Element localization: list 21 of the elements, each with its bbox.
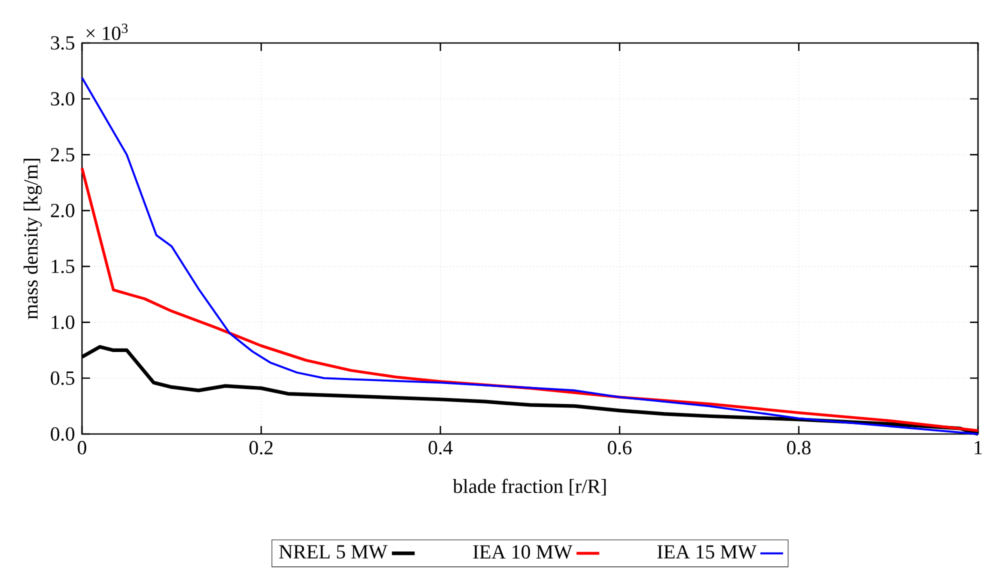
y-tick-label: 0.0 (50, 427, 74, 441)
y-axis-title: mass density [kg/m] (24, 158, 42, 320)
y-tick-label: 2.0 (50, 204, 74, 218)
legend-label: NREL 5 MW (279, 545, 388, 559)
legend-label: IEA 10 MW (473, 545, 572, 559)
x-tick-label: 1 (974, 440, 982, 454)
x-tick-label: 0.8 (787, 440, 811, 455)
x-tick-label: 0.2 (249, 440, 273, 455)
line-series (81, 76, 980, 435)
x-tick-label: 0.6 (608, 440, 632, 455)
y-tick-label: 0.5 (50, 371, 74, 385)
text: × 10$^{3}$ (86, 24, 128, 40)
x-axis-title: blade fraction [r/R] (452, 478, 606, 496)
y-tick-label: 1.0 (52, 315, 74, 330)
y-tick-label: 2.5 (50, 148, 74, 162)
legend-label: IEA 15 MW (657, 545, 757, 559)
x-tick-label: 0.4 (428, 440, 453, 455)
x-tick-label: 0 (78, 440, 86, 454)
y-tick-label: 3.0 (51, 92, 74, 106)
y-tick-label: 3.5 (51, 36, 74, 50)
y-tick-label: 1.5 (52, 260, 74, 274)
